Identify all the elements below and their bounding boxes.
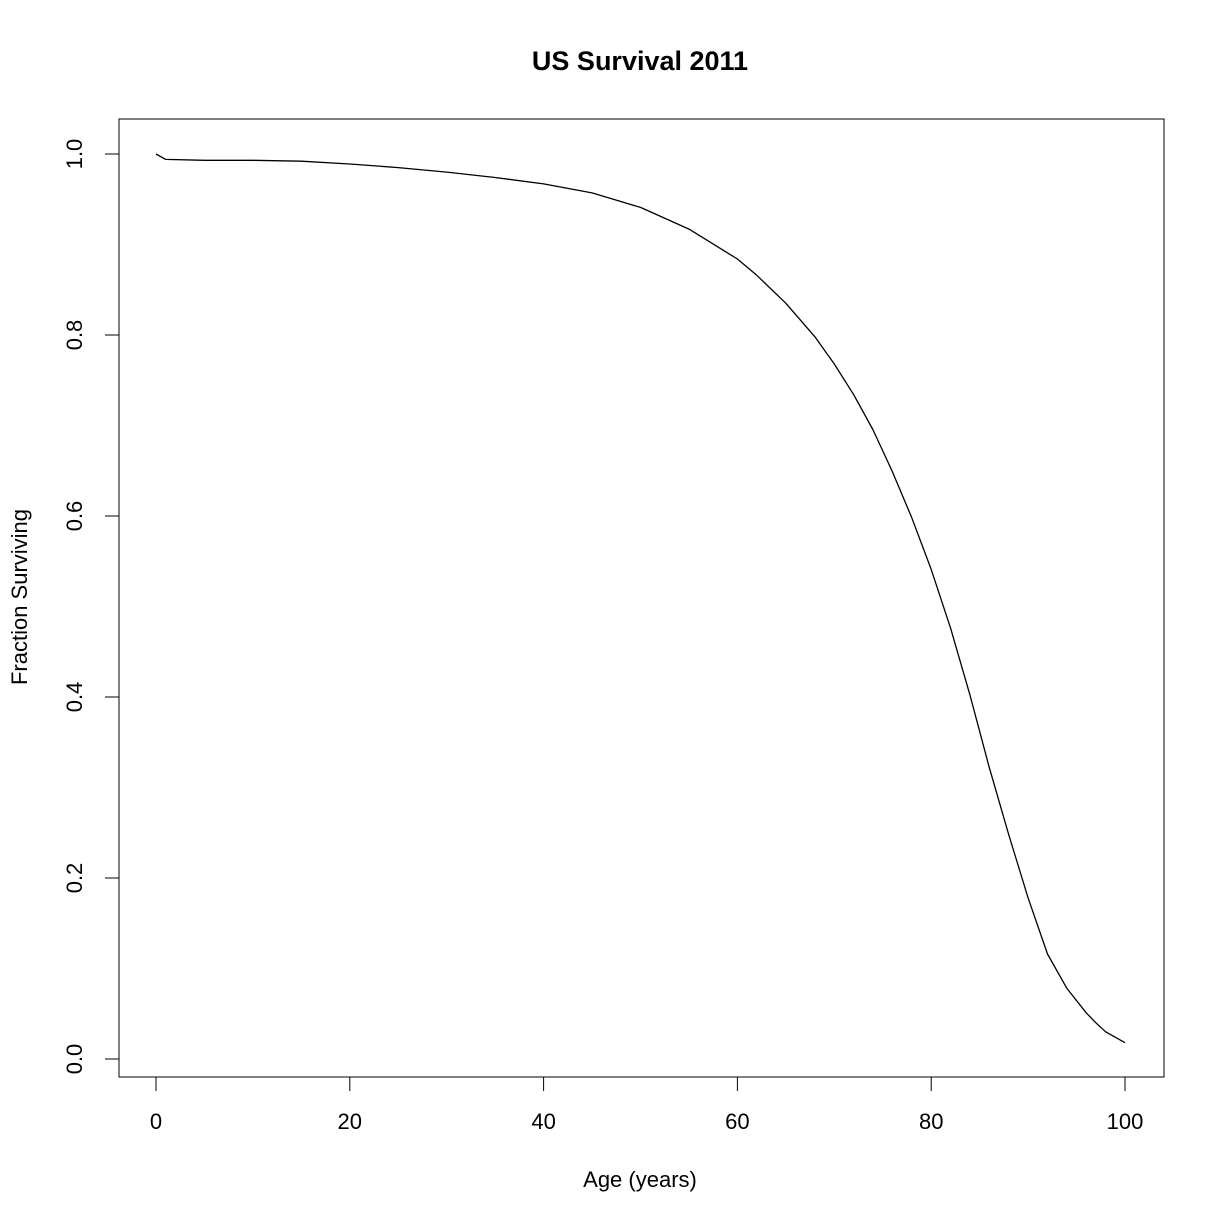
y-axis: 0.0 0.2 0.4 0.6 0.8 1.0: [62, 139, 120, 1075]
y-axis-label: Fraction Surviving: [7, 509, 32, 685]
x-axis: 0 20 40 60 80 100: [150, 1076, 1144, 1134]
x-tick-label: 40: [531, 1109, 555, 1134]
x-tick-label: 80: [919, 1109, 943, 1134]
x-tick-label: 0: [150, 1109, 162, 1134]
x-tick-label: 100: [1107, 1109, 1144, 1134]
y-tick-label: 0.0: [62, 1044, 87, 1075]
x-tick-label: 60: [725, 1109, 749, 1134]
y-tick-label: 1.0: [62, 139, 87, 170]
y-tick-label: 0.4: [62, 682, 87, 713]
x-axis-label: Age (years): [583, 1167, 697, 1192]
survival-line: [155, 153, 1126, 1044]
y-tick-label: 0.8: [62, 320, 87, 351]
chart-title: US Survival 2011: [532, 46, 748, 76]
y-tick-label: 0.6: [62, 501, 87, 532]
y-tick-label: 0.2: [62, 863, 87, 894]
series-layer: [155, 153, 1126, 1044]
x-tick-label: 20: [338, 1109, 362, 1134]
